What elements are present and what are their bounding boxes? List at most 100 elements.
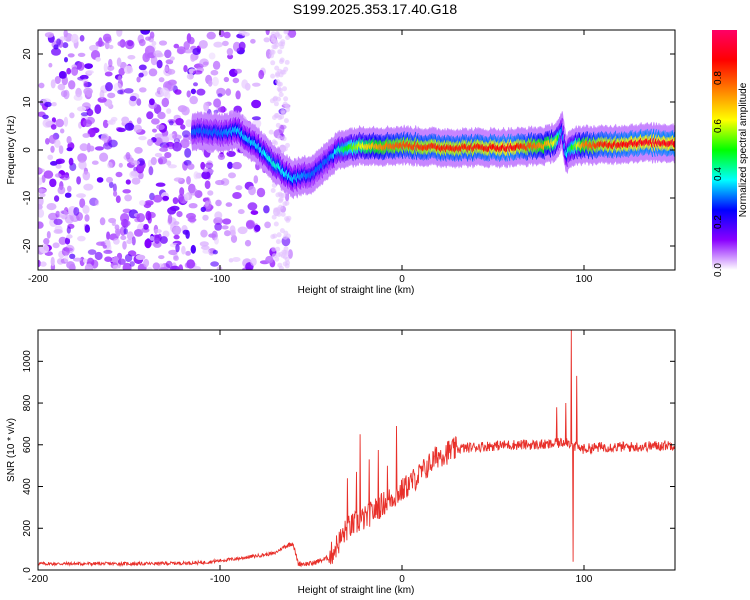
spectrogram-cell	[232, 41, 241, 52]
spectrogram-cell	[275, 122, 281, 128]
spectrogram-cell	[63, 30, 68, 38]
spectrogram-cell	[268, 129, 274, 135]
spectrogram-cell	[149, 98, 155, 106]
spectrogram-cell	[273, 221, 279, 227]
spectrogram-cell	[212, 60, 221, 70]
spectrogram-cell	[172, 141, 182, 152]
spectrogram-cell	[278, 72, 284, 78]
y-tick-label: 600	[22, 436, 33, 453]
colorbar-tick-label: 0.6	[713, 119, 724, 133]
spectrogram-cell	[185, 229, 190, 239]
spectrogram-cell	[189, 95, 198, 105]
spectrogram-cell	[158, 40, 168, 46]
spectrogram-cell	[192, 266, 201, 270]
spectrogram-cell	[158, 255, 165, 260]
spectrogram-cell	[149, 31, 155, 39]
spectrogram-cell	[212, 250, 218, 255]
spectrogram-cell	[172, 197, 179, 205]
spectrogram-cell	[38, 177, 43, 186]
spectrogram-cell	[38, 221, 44, 229]
spectrogram-cell	[214, 237, 219, 245]
spectrogram-cell	[229, 225, 236, 235]
spectrogram-cell	[269, 49, 275, 55]
spectrogram-cell	[79, 143, 89, 152]
x-tick-label: 0	[399, 274, 405, 285]
colorbar-tick-label: 0.8	[713, 71, 724, 85]
colorbar-tick-label: 0.2	[713, 215, 724, 229]
spectrogram-cell	[77, 235, 86, 242]
spectrogram-cell	[198, 40, 208, 49]
spectrogram-cell	[117, 89, 124, 95]
spectrogram-cell	[64, 57, 68, 63]
spectrogram-cell	[156, 59, 163, 69]
spectrogram-cell	[117, 41, 123, 47]
spectrogram-cell	[83, 258, 88, 264]
spectrogram-cell	[82, 205, 90, 214]
spectrogram-cell	[138, 39, 146, 47]
spectrogram-ridge-cell	[672, 140, 675, 148]
spectrogram-cell	[54, 173, 62, 178]
spectrogram-cell	[276, 232, 282, 238]
y-tick-label: 1000	[22, 350, 33, 373]
spectrogram-cell	[147, 138, 153, 147]
spectrogram-cell	[50, 145, 55, 153]
spectrogram-cell	[57, 186, 66, 195]
snr-y-ticks: 0 200 400 600 800 1000	[22, 350, 675, 573]
colorbar-gradient	[712, 30, 737, 270]
spectrogram-cell	[254, 224, 261, 232]
spectrogram-cell	[277, 49, 283, 55]
spectrogram-cell	[156, 124, 165, 130]
spectrogram-cell	[214, 222, 223, 231]
spectrogram-cell	[154, 234, 161, 245]
spectrogram-cell	[224, 230, 231, 237]
spectrogram-cell	[189, 188, 198, 196]
spectrogram-cell	[207, 190, 214, 196]
spectrogram-cell	[227, 161, 233, 169]
spectrogram-cell	[66, 67, 72, 75]
spectrogram-cell	[51, 117, 57, 123]
spectrogram-cell	[58, 236, 67, 245]
spectrogram-cell	[105, 82, 113, 92]
spectrogram-cell	[143, 258, 150, 268]
spectrogram-cell	[104, 71, 113, 77]
spectrogram-cell	[276, 211, 282, 217]
spectrogram-cell	[86, 142, 91, 153]
spectrogram-cell	[283, 96, 289, 102]
spectrogram-cell	[108, 44, 114, 50]
colorbar-tick-label: 0.4	[713, 167, 724, 181]
spectrogram-cell	[166, 68, 176, 75]
spectrogram-cell	[238, 41, 246, 51]
spectrogram-cell	[181, 245, 186, 255]
spectrogram-cell	[48, 212, 58, 221]
spectrogram-cell	[228, 258, 234, 263]
spectrogram-cell	[68, 208, 73, 217]
spectrogram-cell	[50, 256, 55, 267]
spectrogram-cell	[273, 44, 278, 50]
x-tick-label: -200	[28, 574, 48, 585]
spectrogram-cell	[178, 264, 184, 270]
spectrogram-cell	[112, 183, 117, 193]
spectrogram-cell	[38, 82, 45, 89]
spectrogram-cell	[265, 30, 270, 36]
spectrogram-cell	[200, 229, 208, 238]
spectrogram-cell	[72, 257, 82, 262]
spectrogram-cell	[99, 217, 106, 226]
colorbar-ticks: 0.0 0.2 0.4 0.6 0.8	[713, 71, 724, 277]
spectrogram-cell	[102, 244, 107, 249]
spectrogram-cell	[223, 31, 231, 39]
spectrogram-cell	[70, 33, 79, 44]
spectrogram-cell	[54, 195, 60, 202]
spectrogram-cell	[275, 79, 281, 85]
spectrogram-cells	[38, 30, 675, 270]
spectrogram-cell	[248, 185, 256, 196]
spectrogram-cell	[208, 80, 213, 87]
spectrogram-cell	[186, 73, 194, 80]
spectrogram-cell	[67, 185, 72, 192]
spectrogram-cell	[53, 218, 63, 225]
spectrogram-cell	[38, 168, 45, 173]
spectrogram-cell	[173, 221, 180, 226]
spectrogram-cell	[273, 39, 279, 44]
spectrogram-cell	[282, 86, 287, 92]
spectrogram-cell	[164, 49, 172, 59]
spectrogram-cell	[186, 212, 196, 220]
